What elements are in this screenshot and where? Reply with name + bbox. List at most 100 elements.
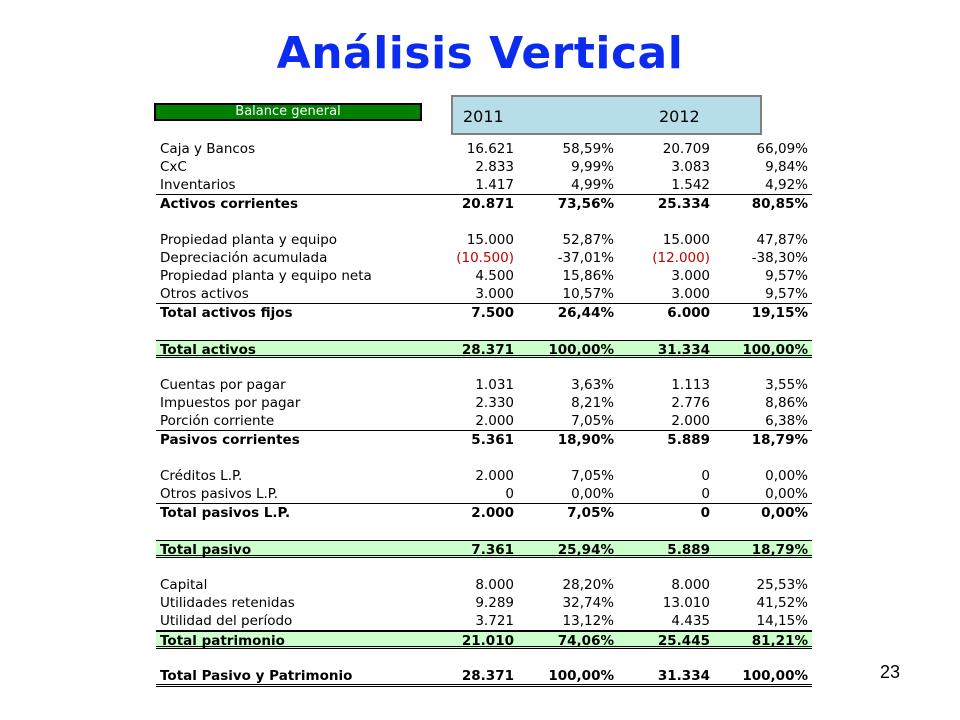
value-2011: 3.000 <box>475 286 514 302</box>
total-row: Total patrimonio 21.010 74,06% 25.445 81… <box>156 631 812 649</box>
balance-table: Caja y Bancos 16.621 58,59% 20.709 66,09… <box>156 140 812 687</box>
value-2011: (10.500) <box>456 250 514 266</box>
pct-2011: 52,87% <box>562 232 614 248</box>
value-2012: 15.000 <box>662 232 710 248</box>
value-2012: 25.445 <box>657 633 710 649</box>
pct-2011: 100,00% <box>548 668 614 684</box>
pct-2011: 7,05% <box>567 505 614 521</box>
table-row: Cuentas por pagar 1.031 3,63% 1.113 3,55… <box>156 376 812 394</box>
row-label: Pasivos corrientes <box>160 432 300 448</box>
row-label: Otros activos <box>160 286 249 302</box>
year-2011: 2011 <box>463 107 504 126</box>
balance-header: Balance general <box>154 103 422 121</box>
pct-2012: 47,87% <box>756 232 808 248</box>
pct-2011: 32,74% <box>562 595 614 611</box>
page-number: 23 <box>880 662 901 682</box>
value-2011: 7.361 <box>471 542 514 558</box>
pct-2011: 100,00% <box>548 342 614 358</box>
table-row: Caja y Bancos 16.621 58,59% 20.709 66,09… <box>156 140 812 158</box>
table-row: Depreciación acumulada (10.500) -37,01% … <box>156 249 812 267</box>
pct-2011: 28,20% <box>562 577 614 593</box>
value-2011: 21.010 <box>461 633 514 649</box>
value-2011: 3.721 <box>475 613 514 629</box>
value-2011: 9.289 <box>475 595 514 611</box>
row-label: Otros pasivos L.P. <box>160 486 279 502</box>
value-2011: 2.000 <box>475 413 514 429</box>
subtotal-row: Total pasivos L.P. 2.000 7,05% 0 0,00% <box>156 504 812 522</box>
row-label: Total pasivos L.P. <box>160 505 291 521</box>
row-label: Activos corrientes <box>160 196 298 212</box>
value-2012: 3.000 <box>671 268 710 284</box>
year-2012: 2012 <box>659 107 700 126</box>
pct-2011: 10,57% <box>562 286 614 302</box>
value-2011: 2.000 <box>475 468 514 484</box>
value-2011: 5.361 <box>471 432 514 448</box>
value-2012: 0 <box>701 486 710 502</box>
value-2012: 0 <box>701 468 710 484</box>
pct-2012: 25,53% <box>756 577 808 593</box>
value-2012: 31.334 <box>657 668 710 684</box>
pct-2012: 18,79% <box>751 542 808 558</box>
row-label: Total activos <box>160 342 256 358</box>
pct-2012: 81,21% <box>751 633 808 649</box>
pct-2012: 9,57% <box>765 268 808 284</box>
value-2011: 1.417 <box>475 177 514 193</box>
table-row: Inventarios 1.417 4,99% 1.542 4,92% <box>156 176 812 195</box>
row-label: Depreciación acumulada <box>160 250 328 266</box>
pct-2012: 0,00% <box>761 505 808 521</box>
pct-2012: 9,57% <box>765 286 808 302</box>
row-label: Total patrimonio <box>160 633 285 649</box>
value-2011: 28.371 <box>461 342 514 358</box>
row-label: Inventarios <box>160 177 236 193</box>
value-2012: 20.709 <box>662 141 710 157</box>
pct-2012: 3,55% <box>765 377 808 393</box>
value-2011: 4.500 <box>475 268 514 284</box>
spacer-row <box>156 522 812 540</box>
row-label: Capital <box>160 577 208 593</box>
pct-2011: 15,86% <box>562 268 614 284</box>
table-row: Otros activos 3.000 10,57% 3.000 9,57% <box>156 285 812 304</box>
table-row: Propiedad planta y equipo 15.000 52,87% … <box>156 231 812 249</box>
table-row: Utilidades retenidas 9.289 32,74% 13.010… <box>156 594 812 612</box>
pct-2012: 0,00% <box>765 468 808 484</box>
pct-2011: 9,99% <box>571 159 614 175</box>
value-2012: 4.435 <box>671 613 710 629</box>
row-label: Propiedad planta y equipo neta <box>160 268 372 284</box>
value-2012: 3.000 <box>671 286 710 302</box>
row-label: Cuentas por pagar <box>160 377 286 393</box>
value-2011: 15.000 <box>466 232 514 248</box>
value-2012: 2.000 <box>671 413 710 429</box>
value-2012: (12.000) <box>652 250 710 266</box>
row-label: Total activos fijos <box>160 305 293 321</box>
table-row: Utilidad del período 3.721 13,12% 4.435 … <box>156 612 812 631</box>
pct-2012: 6,38% <box>765 413 808 429</box>
table-row: Otros pasivos L.P. 0 0,00% 0 0,00% <box>156 485 812 504</box>
pct-2011: 13,12% <box>562 613 614 629</box>
pct-2012: 0,00% <box>765 486 808 502</box>
spacer-row <box>156 649 812 667</box>
table-row: Créditos L.P. 2.000 7,05% 0 0,00% <box>156 467 812 485</box>
value-2011: 2.833 <box>475 159 514 175</box>
value-2012: 5.889 <box>667 542 710 558</box>
value-2012: 8.000 <box>671 577 710 593</box>
year-header: 2011 2012 <box>451 95 762 135</box>
pct-2012: 19,15% <box>751 305 808 321</box>
value-2012: 31.334 <box>657 342 710 358</box>
value-2012: 25.334 <box>657 196 710 212</box>
pct-2011: 8,21% <box>571 395 614 411</box>
spacer-row <box>156 213 812 231</box>
value-2011: 1.031 <box>475 377 514 393</box>
pct-2011: 73,56% <box>557 196 614 212</box>
value-2011: 28.371 <box>461 668 514 684</box>
pct-2012: 100,00% <box>742 342 808 358</box>
value-2012: 6.000 <box>667 305 710 321</box>
pct-2011: 7,05% <box>571 413 614 429</box>
table-row: Capital 8.000 28,20% 8.000 25,53% <box>156 576 812 594</box>
row-label: Propiedad planta y equipo <box>160 232 338 248</box>
total-row: Total activos 28.371 100,00% 31.334 100,… <box>156 340 812 358</box>
row-label: Impuestos por pagar <box>160 395 301 411</box>
pct-2011: 74,06% <box>557 633 614 649</box>
spacer-row <box>156 322 812 340</box>
pct-2011: 7,05% <box>571 468 614 484</box>
value-2011: 20.871 <box>461 196 514 212</box>
